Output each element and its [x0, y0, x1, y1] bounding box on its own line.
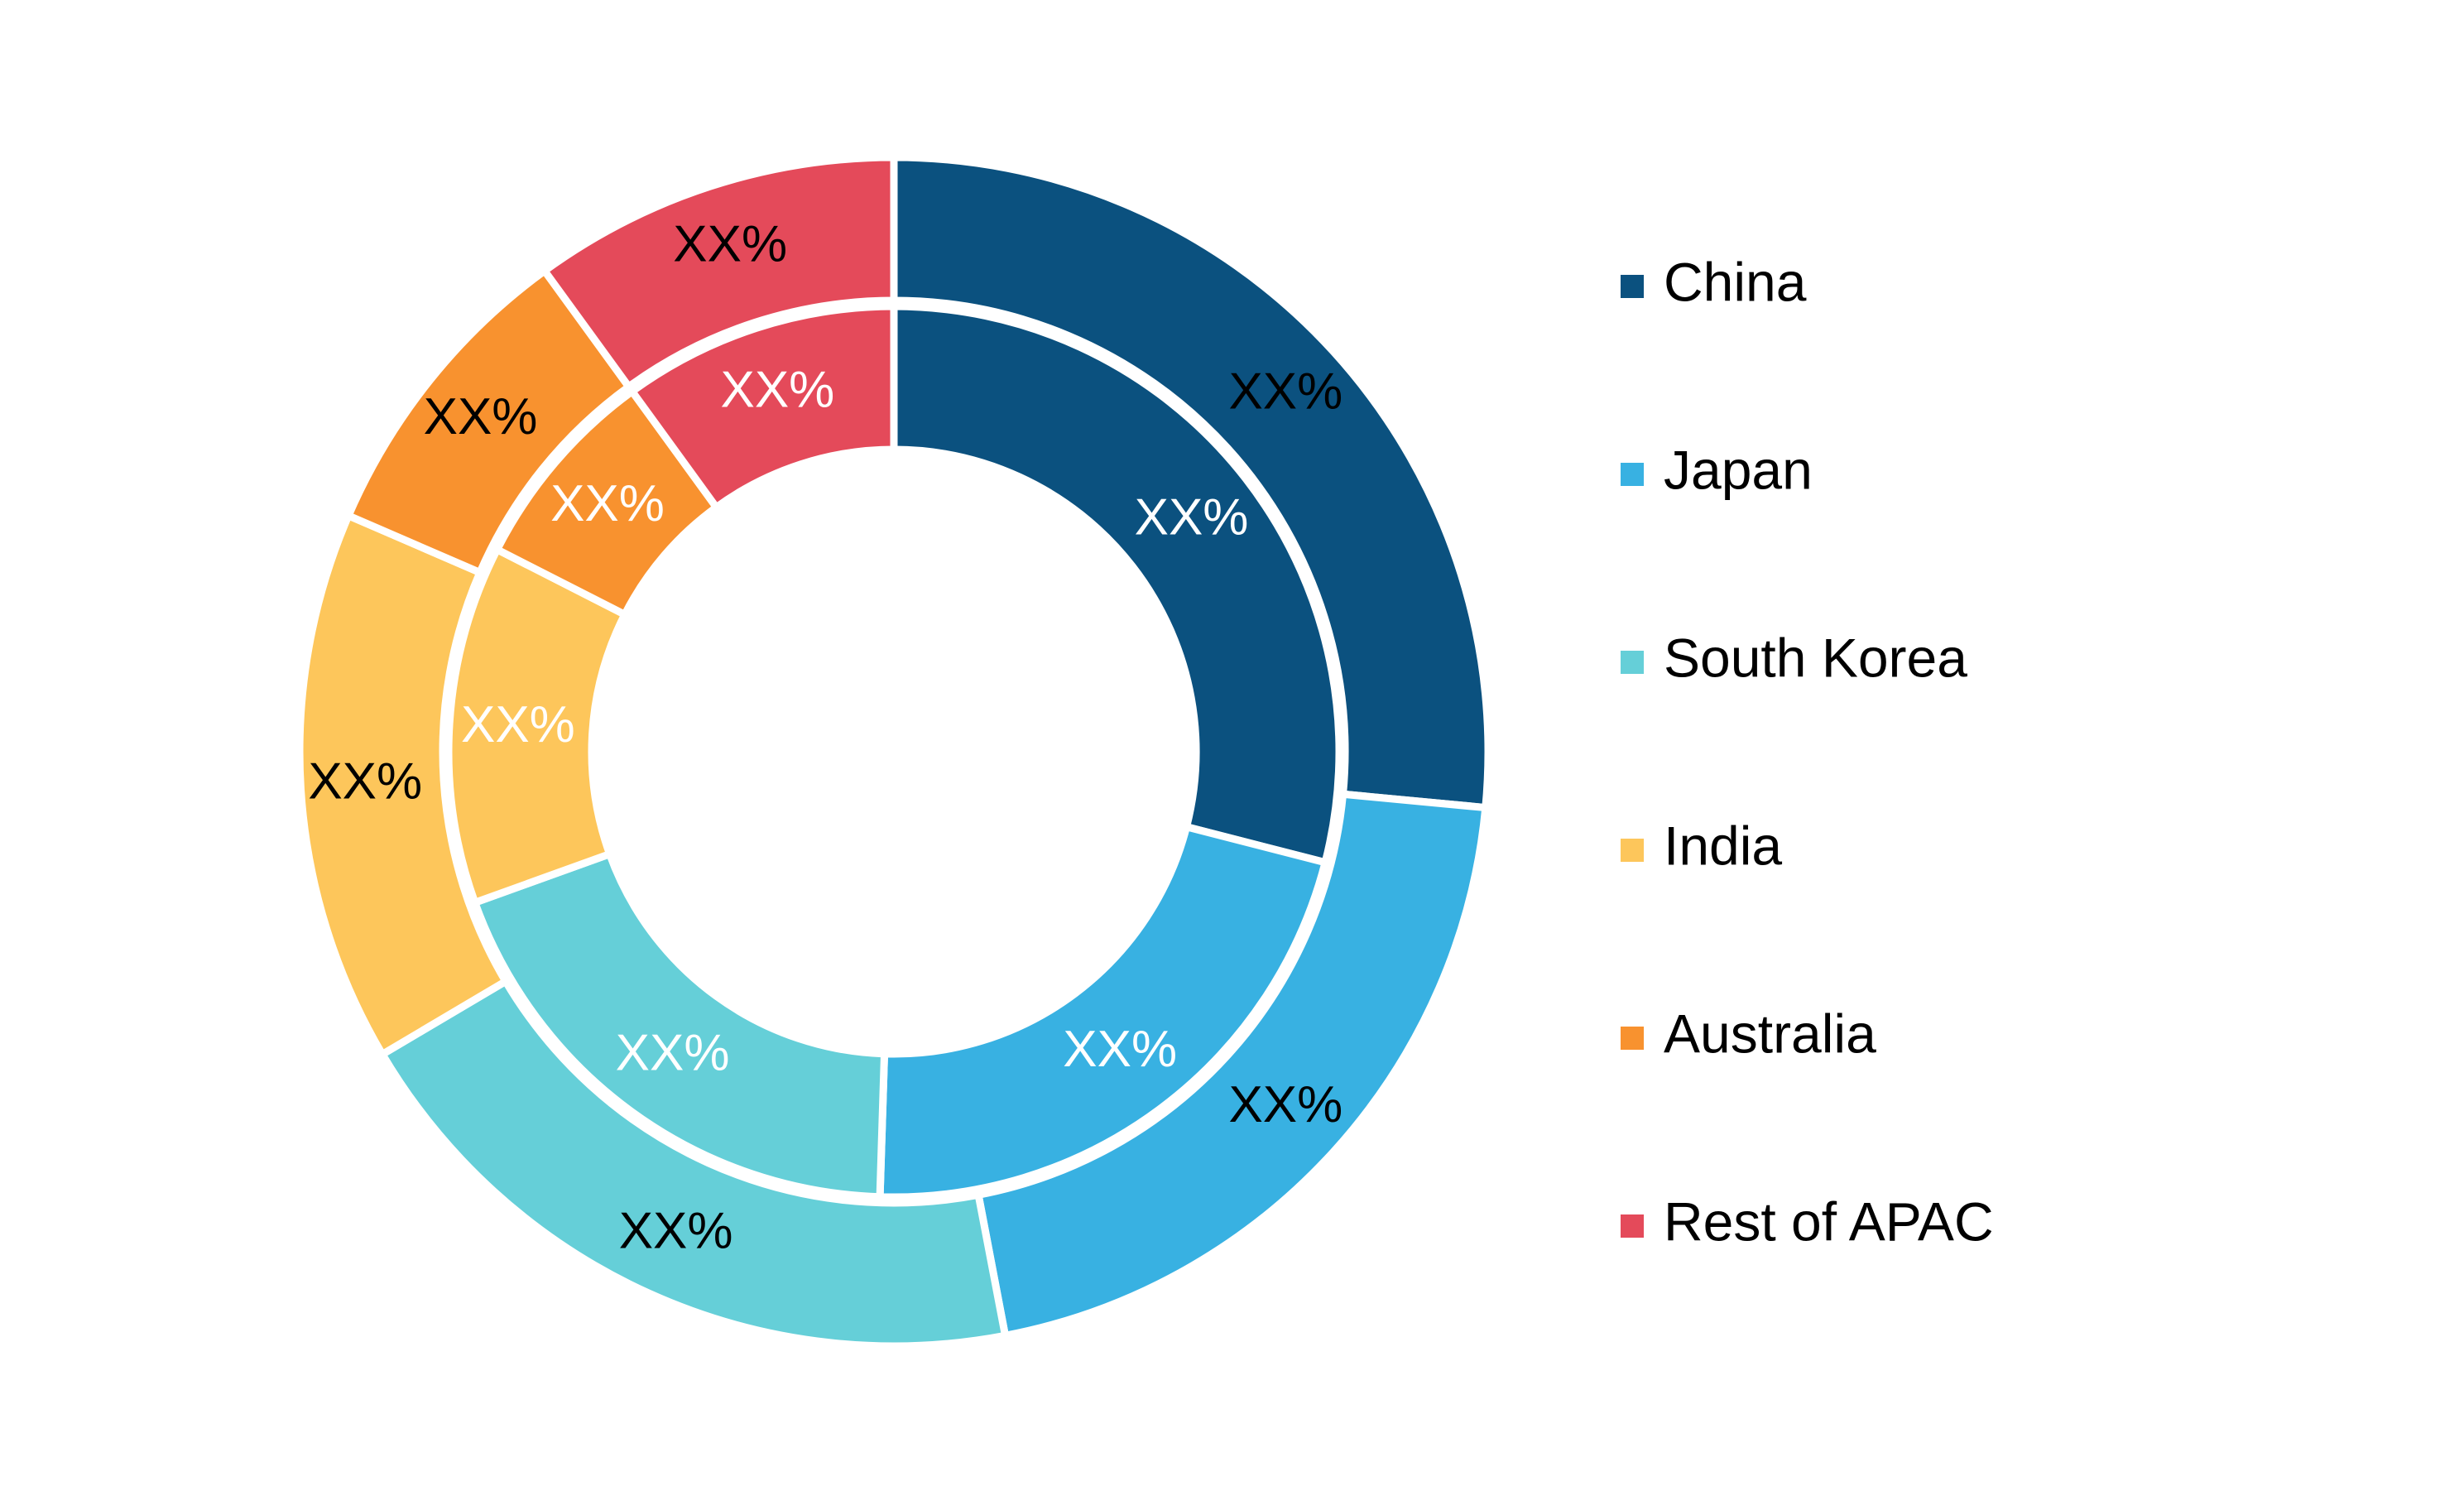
legend-label-japan: Japan	[1664, 439, 1813, 500]
slice-labels: XX%XX%XX%XX%XX%XX%XX%XX%XX%XX%XX%XX%	[308, 216, 1342, 1260]
inner-label-australia: XX%	[550, 475, 665, 532]
inner-slice-rest-of-apac	[627, 302, 898, 512]
outer-label-india: XX%	[308, 753, 422, 810]
legend: China Japan South Korea India Australia …	[1621, 251, 1994, 1252]
legend-swatch-china	[1621, 275, 1644, 298]
outer-slice-china	[890, 153, 1492, 812]
outer-label-australia: XX%	[424, 388, 538, 445]
outer-slice-japan	[973, 790, 1490, 1340]
outer-slice-rest-of-apac	[539, 153, 898, 392]
legend-swatch-india	[1621, 839, 1644, 862]
inner-label-south-korea: XX%	[616, 1024, 730, 1081]
legend-item-south-korea: South Korea	[1621, 627, 1967, 688]
legend-item-japan: Japan	[1621, 439, 1813, 500]
legend-swatch-japan	[1621, 463, 1644, 486]
outer-label-japan: XX%	[1228, 1076, 1342, 1133]
legend-item-china: China	[1621, 251, 1807, 312]
legend-item-india: India	[1621, 815, 1782, 876]
legend-swatch-australia	[1621, 1027, 1644, 1050]
inner-label-india: XX%	[461, 696, 575, 753]
outer-label-rest-of-apac: XX%	[673, 216, 787, 273]
inner-slice-china	[890, 302, 1343, 868]
inner-label-japan: XX%	[1063, 1021, 1177, 1078]
outer-label-south-korea: XX%	[619, 1203, 733, 1260]
legend-label-india: India	[1664, 815, 1782, 876]
inner-slice-south-korea	[470, 849, 889, 1201]
inner-label-rest-of-apac: XX%	[720, 362, 834, 419]
legend-label-china: China	[1664, 251, 1807, 312]
legend-item-rest-of-apac: Rest of APAC	[1621, 1190, 1994, 1252]
legend-label-australia: Australia	[1664, 1003, 1876, 1064]
inner-label-china: XX%	[1135, 489, 1249, 546]
donut-rings	[295, 153, 1492, 1350]
legend-item-australia: Australia	[1621, 1003, 1876, 1064]
outer-slice-south-korea	[377, 976, 1010, 1350]
legend-swatch-rest-of-apac	[1621, 1214, 1644, 1238]
outer-label-china: XX%	[1228, 363, 1342, 421]
legend-label-south-korea: South Korea	[1664, 627, 1967, 688]
inner-slice-japan	[876, 822, 1330, 1201]
legend-swatch-south-korea	[1621, 651, 1644, 674]
legend-label-rest-of-apac: Rest of APAC	[1664, 1190, 1994, 1252]
